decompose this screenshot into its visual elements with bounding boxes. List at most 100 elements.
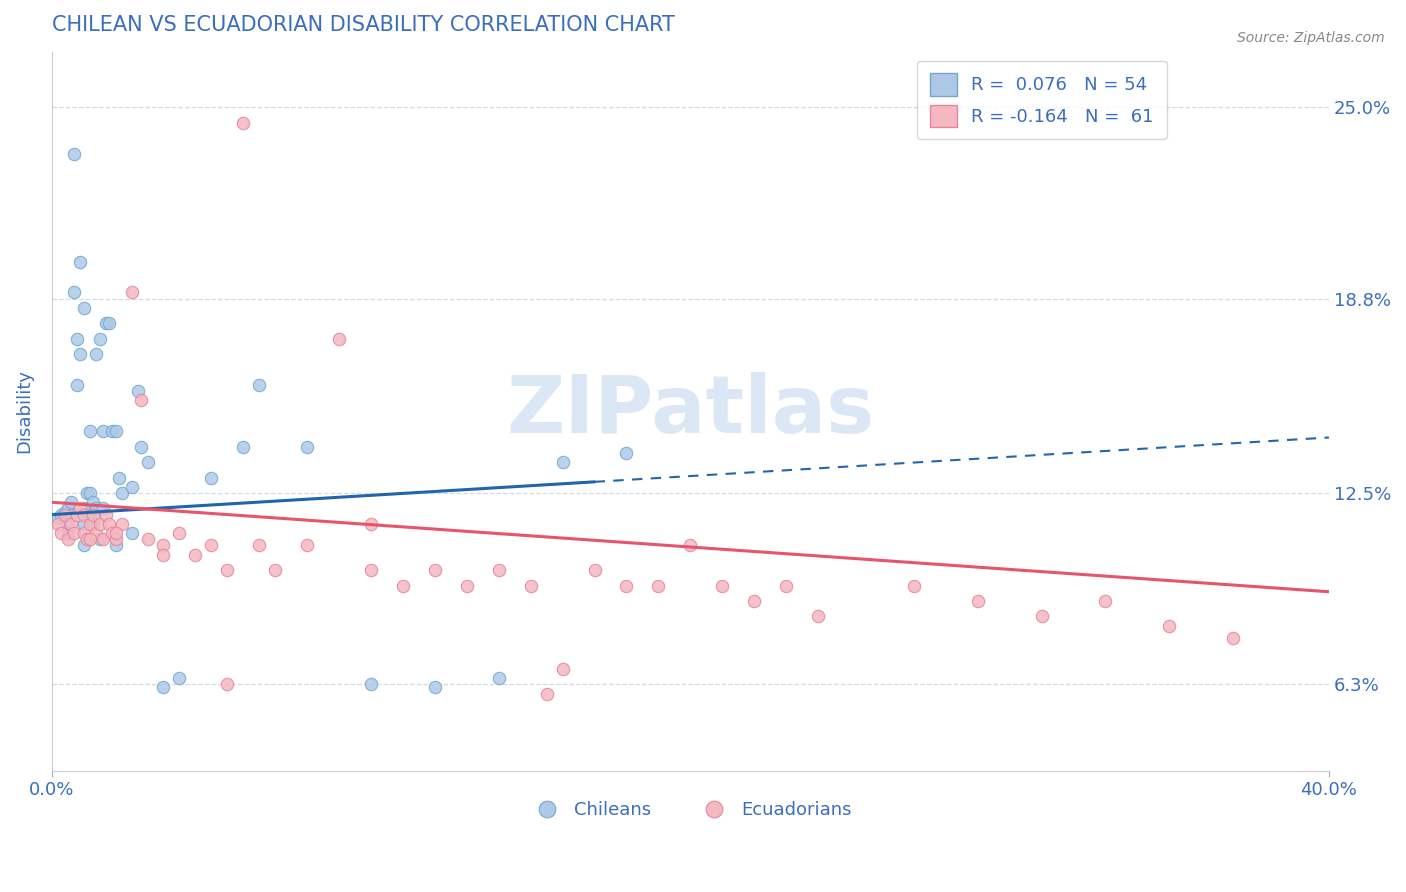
Point: [136, 455, 159, 469]
Point: [217, 677, 239, 691]
Point: [423, 563, 446, 577]
Point: [169, 526, 191, 541]
Point: [903, 578, 925, 592]
Point: [73, 516, 96, 531]
Point: [86, 347, 108, 361]
Point: [56, 526, 79, 541]
Point: [94, 316, 117, 330]
Point: [742, 594, 765, 608]
Point: [129, 440, 152, 454]
Point: [1159, 618, 1181, 632]
Point: [94, 508, 117, 522]
Point: [616, 578, 638, 592]
Point: [51, 508, 73, 522]
Point: [73, 508, 96, 522]
Point: [66, 508, 89, 522]
Point: [98, 316, 121, 330]
Point: [1094, 594, 1116, 608]
Point: [63, 146, 86, 161]
Point: [91, 425, 114, 439]
Point: [217, 563, 239, 577]
Point: [295, 539, 318, 553]
Point: [1031, 609, 1053, 624]
Point: [46, 510, 69, 524]
Point: [328, 332, 350, 346]
Point: [89, 332, 111, 346]
Point: [392, 578, 415, 592]
Point: [1222, 631, 1244, 645]
Point: [98, 516, 121, 531]
Point: [89, 516, 111, 531]
Point: [807, 609, 830, 624]
Point: [59, 495, 82, 509]
Point: [247, 378, 270, 392]
Point: [247, 539, 270, 553]
Point: [200, 539, 222, 553]
Point: [152, 548, 174, 562]
Point: [121, 285, 143, 300]
Point: [91, 533, 114, 547]
Point: [679, 539, 702, 553]
Point: [59, 508, 82, 522]
Point: [82, 516, 104, 531]
Point: [456, 578, 478, 592]
Point: [104, 526, 127, 541]
Point: [86, 501, 108, 516]
Point: [711, 578, 734, 592]
Point: [86, 526, 108, 541]
Text: CHILEAN VS ECUADORIAN DISABILITY CORRELATION CHART: CHILEAN VS ECUADORIAN DISABILITY CORRELA…: [52, 15, 675, 35]
Point: [73, 539, 96, 553]
Point: [127, 384, 149, 399]
Point: [583, 563, 606, 577]
Point: [111, 516, 134, 531]
Point: [295, 440, 318, 454]
Point: [79, 425, 101, 439]
Point: [360, 563, 382, 577]
Point: [51, 526, 73, 541]
Point: [66, 378, 89, 392]
Point: [104, 533, 127, 547]
Point: [76, 533, 98, 547]
Point: [104, 539, 127, 553]
Point: [59, 516, 82, 531]
Point: [111, 486, 134, 500]
Y-axis label: Disability: Disability: [15, 369, 32, 453]
Point: [129, 393, 152, 408]
Point: [121, 480, 143, 494]
Point: [360, 516, 382, 531]
Point: [519, 578, 541, 592]
Point: [66, 332, 89, 346]
Point: [79, 508, 101, 522]
Point: [82, 495, 104, 509]
Point: [232, 440, 254, 454]
Point: [551, 662, 574, 676]
Point: [76, 486, 98, 500]
Point: [184, 548, 207, 562]
Point: [775, 578, 797, 592]
Point: [63, 285, 86, 300]
Point: [169, 671, 191, 685]
Point: [73, 526, 96, 541]
Point: [73, 501, 96, 516]
Point: [551, 455, 574, 469]
Point: [82, 508, 104, 522]
Point: [69, 347, 91, 361]
Point: [69, 254, 91, 268]
Point: [76, 533, 98, 547]
Point: [69, 501, 91, 516]
Point: [56, 501, 79, 516]
Point: [79, 516, 101, 531]
Point: [200, 470, 222, 484]
Point: [73, 301, 96, 315]
Point: [107, 470, 129, 484]
Point: [423, 681, 446, 695]
Point: [104, 425, 127, 439]
Point: [101, 526, 124, 541]
Point: [46, 516, 69, 531]
Point: [360, 677, 382, 691]
Point: [136, 533, 159, 547]
Point: [79, 486, 101, 500]
Point: [152, 539, 174, 553]
Legend: Chileans, Ecuadorians: Chileans, Ecuadorians: [522, 794, 859, 826]
Point: [56, 516, 79, 531]
